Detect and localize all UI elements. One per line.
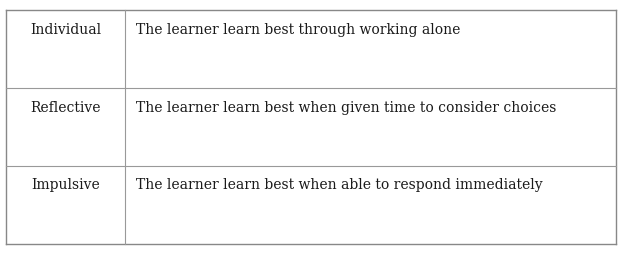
Text: Individual: Individual (30, 23, 101, 37)
Text: The learner learn best through working alone: The learner learn best through working a… (136, 23, 461, 37)
Text: Impulsive: Impulsive (31, 178, 100, 193)
Text: The learner learn best when given time to consider choices: The learner learn best when given time t… (136, 101, 557, 115)
Text: Reflective: Reflective (30, 101, 101, 115)
Text: The learner learn best when able to respond immediately: The learner learn best when able to resp… (136, 178, 543, 193)
